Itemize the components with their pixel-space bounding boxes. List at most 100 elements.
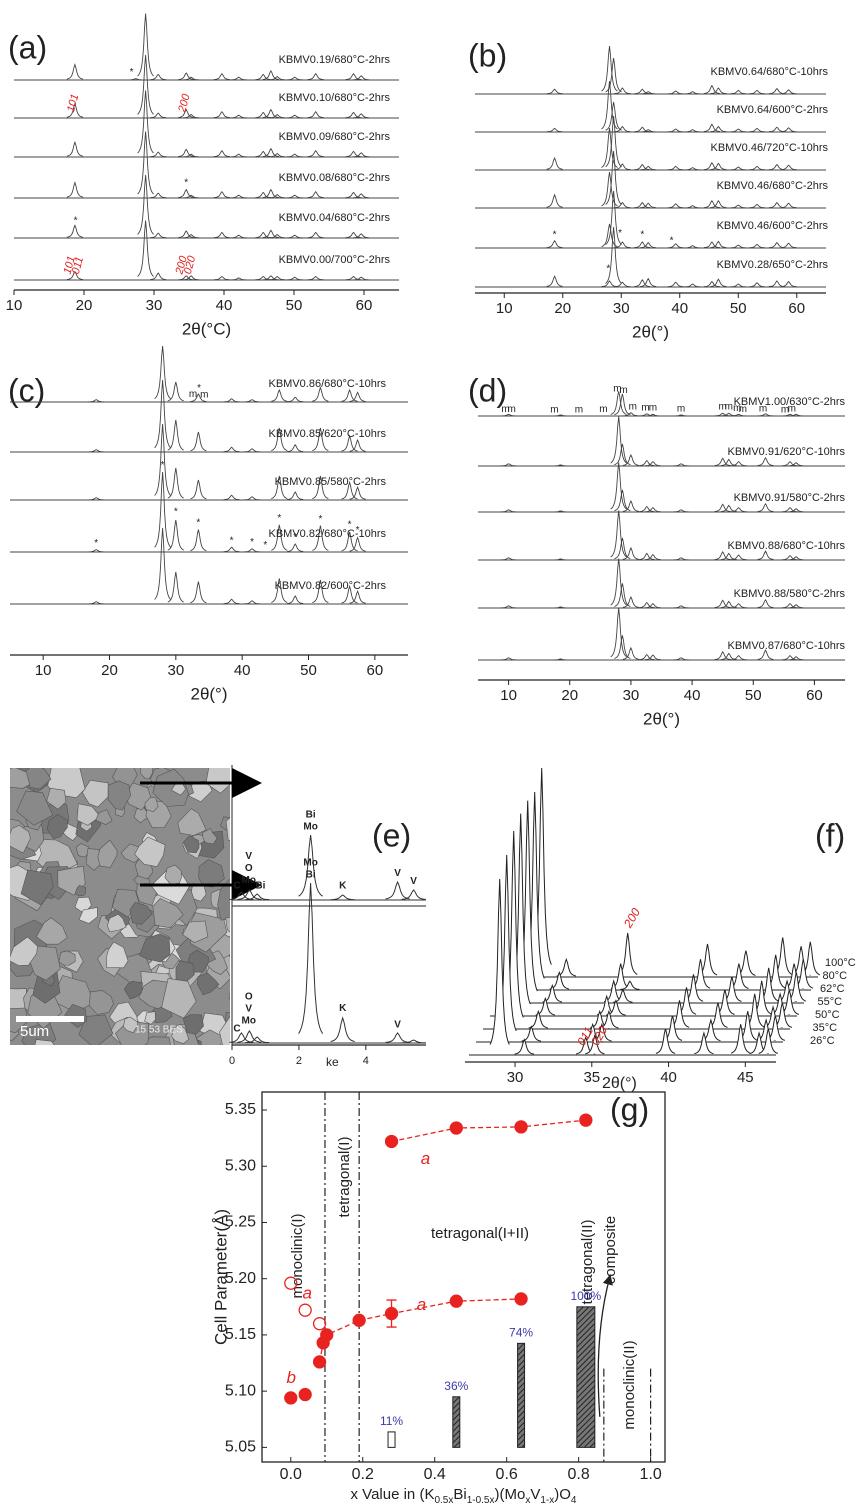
spectrum-peak — [245, 1036, 270, 1044]
peak-marker: m — [599, 404, 607, 415]
sem-grain — [152, 898, 184, 929]
peak — [782, 413, 798, 417]
peak — [622, 453, 639, 466]
x-tick-label: 10 — [500, 687, 517, 704]
peak — [748, 243, 766, 249]
peak — [710, 125, 727, 133]
hkl-label: 200 — [176, 92, 193, 115]
x-tick-label: 60 — [366, 662, 383, 679]
sem-grain — [198, 859, 225, 888]
x-tick-label: 50 — [286, 297, 303, 314]
x-axis-label-part: V — [530, 1486, 540, 1503]
peak — [286, 194, 303, 199]
peak — [782, 554, 798, 561]
sem-grain — [10, 936, 38, 966]
peak — [154, 471, 171, 548]
peak — [353, 152, 370, 158]
peak — [88, 399, 105, 403]
peak-marker: m — [725, 402, 733, 413]
peak-marker: * — [348, 520, 352, 531]
y-axis-label: Cell Parameter(Å) — [211, 1209, 230, 1345]
peak-marker: * — [184, 178, 188, 189]
series-label: b — [286, 1368, 295, 1387]
peak — [230, 114, 247, 119]
x-tick-label: 1.0 — [639, 1466, 661, 1483]
x-tick-label: 50 — [300, 662, 317, 679]
hkl-label: 101 — [62, 255, 78, 276]
x-tick-label: 40 — [684, 687, 701, 704]
peak — [710, 162, 727, 171]
x-tick-label: 0.2 — [352, 1466, 374, 1483]
peak — [703, 241, 720, 249]
peak — [730, 283, 747, 288]
scale-bar — [16, 1016, 84, 1022]
element-label: V — [394, 1019, 401, 1030]
peak — [546, 156, 563, 170]
sem-grain — [225, 916, 230, 933]
element-label: Bi — [255, 881, 265, 892]
sem-texture — [10, 768, 230, 1045]
peak — [137, 54, 154, 115]
peak — [307, 149, 324, 158]
sem-grain — [123, 1016, 139, 1034]
peak — [183, 153, 200, 158]
peak — [640, 241, 657, 249]
data-point — [312, 1317, 327, 1331]
peak — [757, 550, 774, 560]
peak — [345, 111, 362, 119]
peak — [684, 205, 701, 209]
series-label: KBMV0.91/620°C-10hrs — [727, 446, 845, 458]
peak — [183, 113, 200, 119]
data-point — [579, 1113, 593, 1127]
trend-line — [391, 1119, 586, 1143]
panel-label: (b) — [468, 37, 507, 73]
peak — [345, 72, 362, 81]
peak — [286, 153, 303, 158]
x-tick-label: 0.6 — [496, 1466, 518, 1483]
element-label: V — [410, 876, 417, 887]
sem-grain — [75, 843, 91, 858]
series-label: KBMV0.28/650°C-2hrs — [717, 259, 829, 271]
peak — [638, 505, 655, 513]
peak — [167, 381, 184, 402]
peak — [269, 113, 286, 119]
spectrum-peak — [237, 1030, 262, 1043]
peak — [150, 272, 167, 281]
peak — [748, 127, 766, 133]
sem-grain — [95, 809, 113, 825]
peak — [720, 600, 737, 609]
peak — [150, 232, 167, 239]
peak — [244, 448, 261, 453]
peak — [178, 148, 195, 157]
panel-label: (a) — [8, 29, 47, 65]
peak — [345, 231, 362, 239]
peak — [178, 275, 195, 281]
x-tick-label: 30 — [507, 1069, 524, 1086]
sem-grain — [20, 869, 54, 906]
sem-grain — [82, 779, 109, 808]
peak — [213, 275, 230, 281]
peak — [190, 479, 207, 500]
peak — [244, 548, 261, 553]
peak — [552, 510, 569, 513]
peak — [757, 598, 774, 608]
y-tick-label: 5.15 — [225, 1326, 256, 1343]
peak — [720, 652, 737, 661]
element-label: Mo — [303, 857, 317, 868]
series-label: 35°C — [813, 1022, 838, 1034]
sem-grain — [182, 920, 209, 943]
peak — [640, 202, 657, 209]
data-point — [384, 1134, 399, 1149]
x-tick-label: 0.4 — [424, 1466, 446, 1483]
peak — [622, 546, 639, 560]
peak — [154, 379, 171, 449]
peak — [190, 431, 207, 452]
peak — [552, 464, 569, 467]
peak — [780, 89, 797, 95]
x-tick-label: 20 — [554, 300, 571, 317]
peak — [213, 72, 230, 81]
peak — [788, 556, 805, 561]
peak-marker: * — [74, 215, 78, 226]
peak — [230, 76, 247, 81]
series-label: KBMV0.85/620°C-10hrs — [268, 428, 386, 440]
